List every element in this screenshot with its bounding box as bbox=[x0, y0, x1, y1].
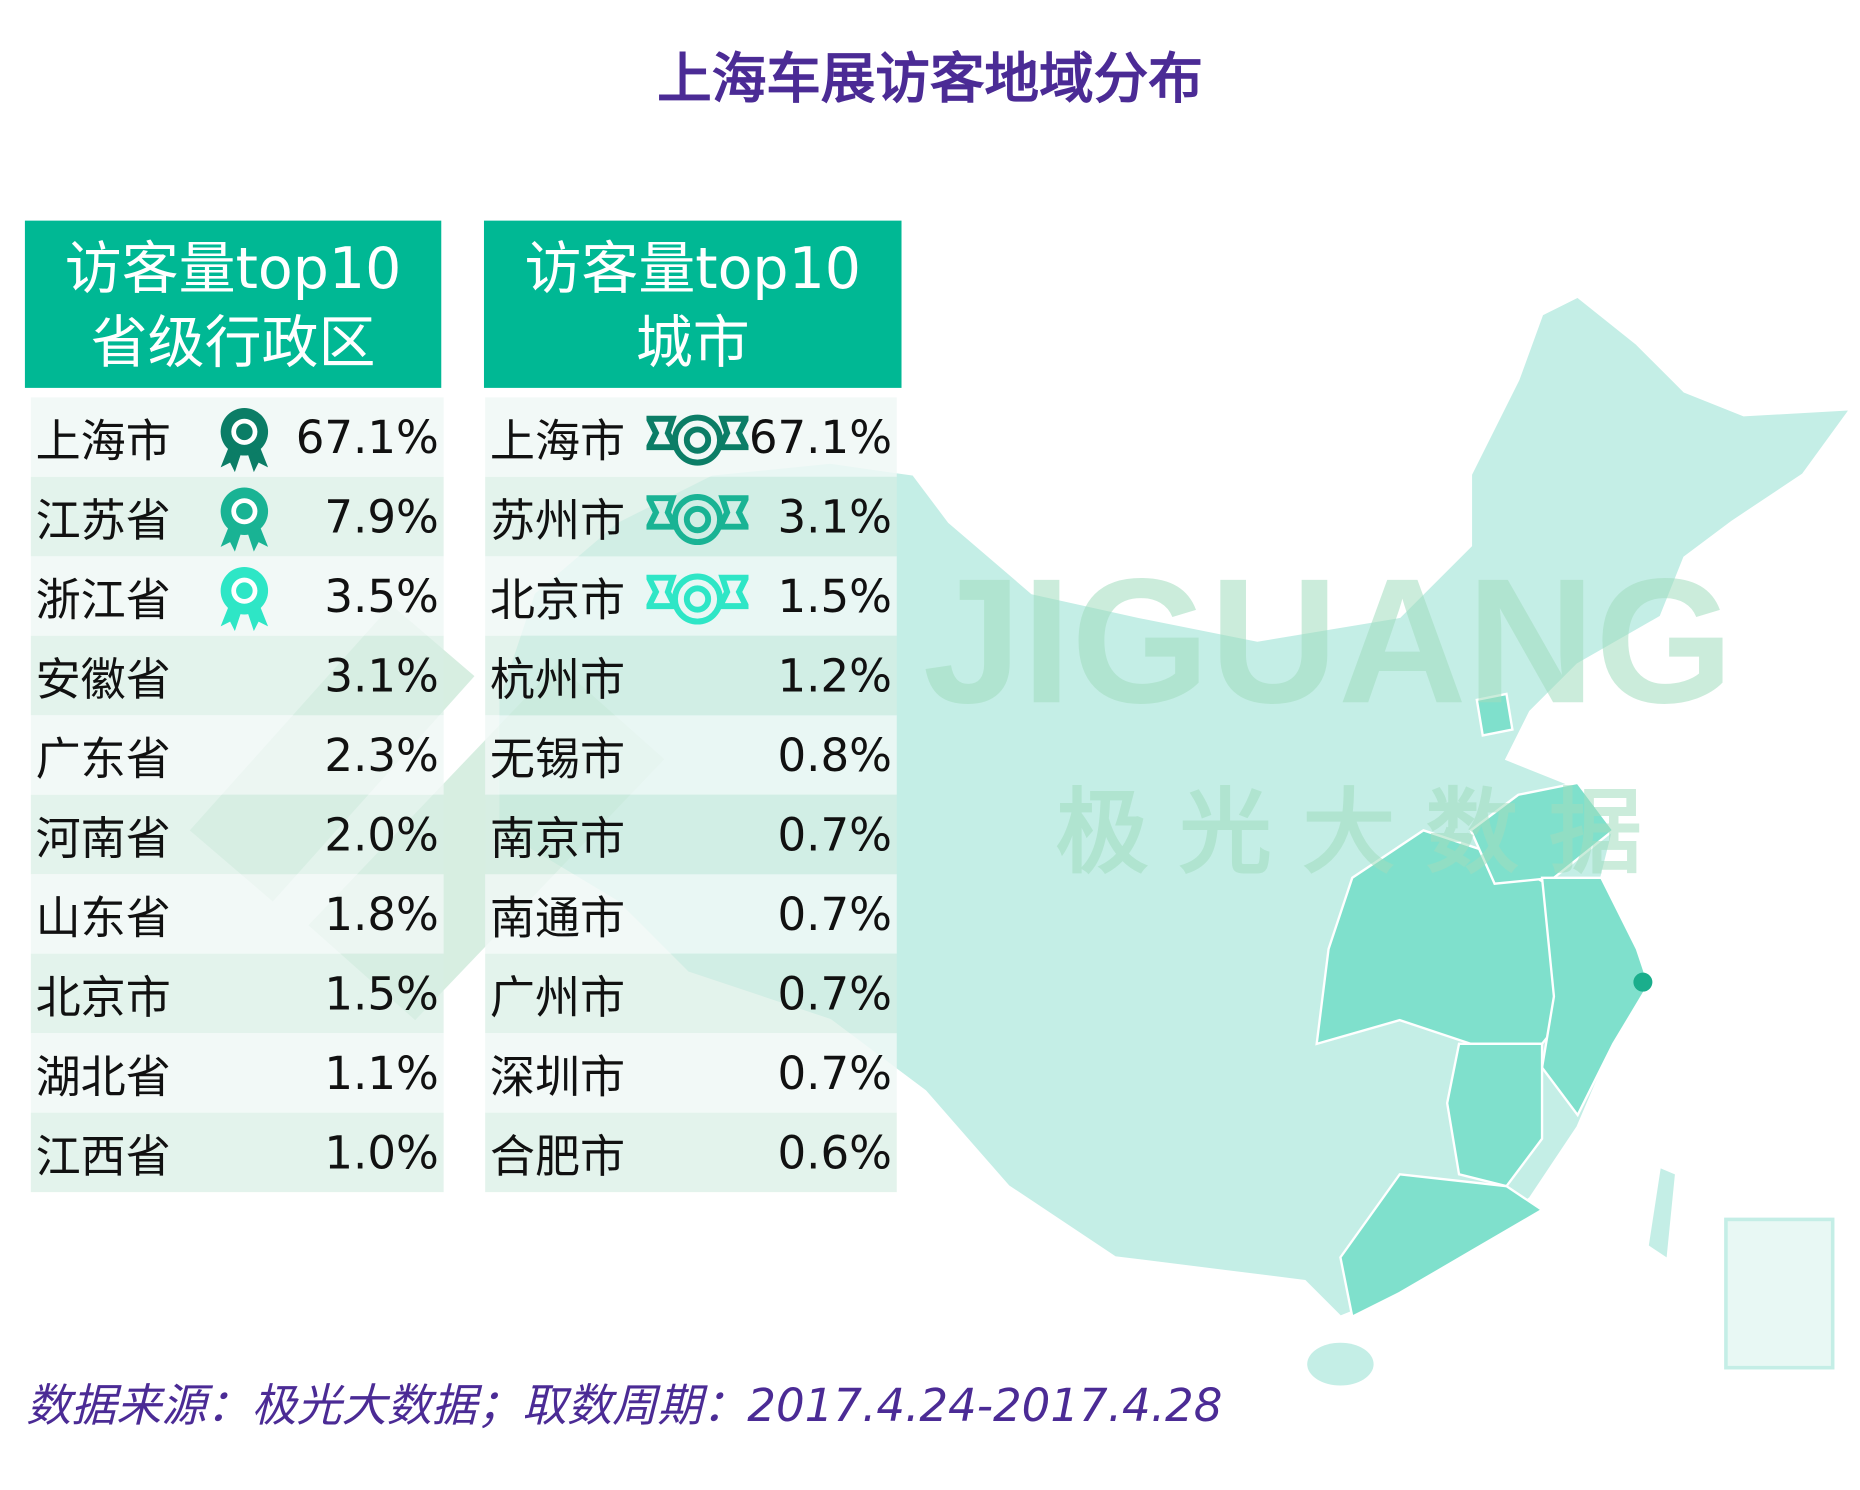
row-value: 7.9% bbox=[324, 490, 439, 543]
medal-icon bbox=[214, 403, 276, 482]
row-value: 3.1% bbox=[777, 490, 893, 543]
watermark-latin: JIGUANG bbox=[922, 540, 1734, 741]
row-name: 深圳市 bbox=[489, 1050, 626, 1104]
table-row: 南京市 0.7% bbox=[485, 794, 897, 875]
row-value: 0.8% bbox=[777, 728, 893, 782]
table-row: 北京市 1.5% bbox=[30, 953, 444, 1034]
row-value: 0.7% bbox=[777, 887, 893, 941]
table-row: 山东省 1.8% bbox=[30, 874, 444, 954]
medal-icon bbox=[214, 483, 276, 562]
row-name: 杭州市 bbox=[489, 653, 626, 706]
row-name: 广东省 bbox=[35, 733, 171, 786]
table-row: 北京市 1.5% bbox=[485, 556, 897, 636]
row-value: 1.1% bbox=[324, 1046, 439, 1100]
row-value: 67.1% bbox=[295, 411, 439, 464]
row-name: 上海市 bbox=[35, 415, 171, 468]
table-row: 上海市 67.1% bbox=[30, 397, 444, 477]
south-china-sea-inset bbox=[1724, 1217, 1835, 1370]
row-value: 0.7% bbox=[777, 1046, 893, 1100]
ribbon-icon bbox=[644, 412, 751, 477]
row-name: 山东省 bbox=[35, 892, 171, 945]
row-name: 湖北省 bbox=[35, 1050, 171, 1104]
region-shandong bbox=[1469, 781, 1615, 885]
city-header-line2: 城市 bbox=[635, 309, 750, 377]
table-row: 浙江省 3.5% bbox=[30, 556, 444, 636]
table-row: 江西省 1.0% bbox=[30, 1112, 444, 1193]
row-value: 0.6% bbox=[777, 1126, 893, 1179]
province-table-header: 访客量top10 省级行政区 bbox=[24, 220, 442, 388]
table-row: 安徽省 3.1% bbox=[30, 635, 444, 716]
province-table: 上海市 67.1% 江苏省 7.9% 浙江省 3.5% 安徽省 3.1% 广东省 2.3% 河南省 2… bbox=[30, 397, 444, 1193]
city-header-line1: 访客量top10 bbox=[524, 236, 862, 303]
row-value: 0.7% bbox=[777, 808, 893, 861]
page-title: 上海车展访客地域分布 bbox=[657, 46, 1203, 111]
region-shanghai bbox=[1633, 972, 1653, 992]
row-name: 南京市 bbox=[489, 812, 626, 865]
table-row: 湖北省 1.1% bbox=[30, 1033, 444, 1113]
table-row: 深圳市 0.7% bbox=[485, 1033, 897, 1113]
table-row: 广州市 0.7% bbox=[485, 953, 897, 1034]
table-row: 杭州市 1.2% bbox=[485, 635, 897, 716]
data-source-footer: 数据来源：极光大数据；取数周期：2017.4.24-2017.4.28 bbox=[26, 1379, 1223, 1432]
table-row: 无锡市 0.8% bbox=[485, 715, 897, 795]
row-value: 3.5% bbox=[324, 569, 439, 623]
row-name: 浙江省 bbox=[35, 574, 171, 627]
region-beijing bbox=[1475, 692, 1514, 737]
row-name: 上海市 bbox=[489, 415, 626, 468]
row-name: 江西省 bbox=[35, 1130, 171, 1183]
row-name: 河南省 bbox=[35, 812, 171, 865]
region-guangdong bbox=[1339, 1173, 1545, 1319]
row-name: 无锡市 bbox=[489, 733, 626, 786]
table-row: 合肥市 0.6% bbox=[485, 1112, 897, 1193]
table-row: 江苏省 7.9% bbox=[30, 476, 444, 557]
region-jiangsu-zhejiang bbox=[1540, 876, 1651, 1118]
city-table: 上海市 67.1% 苏州市 3.1% 北京市 1.5% 杭州市 1.2% 无锡市 0.8% 南京市 0… bbox=[485, 397, 897, 1193]
table-row: 苏州市 3.1% bbox=[485, 476, 897, 557]
province-header-line2: 省级行政区 bbox=[90, 309, 376, 377]
row-value: 1.5% bbox=[324, 967, 439, 1020]
table-row: 河南省 2.0% bbox=[30, 794, 444, 875]
row-name: 北京市 bbox=[35, 971, 171, 1024]
row-name: 合肥市 bbox=[489, 1130, 626, 1183]
taiwan bbox=[1648, 1168, 1675, 1258]
row-value: 2.0% bbox=[324, 808, 439, 861]
row-value: 2.3% bbox=[324, 728, 439, 782]
table-row: 南通市 0.7% bbox=[485, 874, 897, 954]
row-name: 广州市 bbox=[489, 971, 626, 1024]
row-value: 67.1% bbox=[748, 411, 893, 464]
row-name: 苏州市 bbox=[489, 494, 626, 547]
hainan bbox=[1307, 1342, 1374, 1386]
table-row: 广东省 2.3% bbox=[30, 715, 444, 795]
row-name: 安徽省 bbox=[35, 653, 171, 706]
table-row: 上海市 67.1% bbox=[485, 397, 897, 477]
row-value: 1.5% bbox=[777, 569, 893, 623]
ribbon-icon bbox=[644, 571, 751, 636]
row-value: 0.7% bbox=[777, 967, 893, 1020]
medal-icon bbox=[214, 562, 276, 641]
row-value: 1.8% bbox=[324, 887, 439, 941]
row-value: 1.2% bbox=[777, 649, 893, 702]
watermark-chinese: 极光大数据 bbox=[1055, 780, 1673, 888]
row-value: 1.0% bbox=[324, 1126, 439, 1179]
row-name: 南通市 bbox=[489, 892, 626, 945]
row-name: 江苏省 bbox=[35, 494, 171, 547]
province-header-line1: 访客量top10 bbox=[64, 236, 402, 303]
row-value: 3.1% bbox=[324, 649, 439, 702]
row-name: 北京市 bbox=[489, 574, 626, 627]
city-table-header: 访客量top10 城市 bbox=[483, 220, 902, 388]
ribbon-icon bbox=[644, 491, 751, 556]
